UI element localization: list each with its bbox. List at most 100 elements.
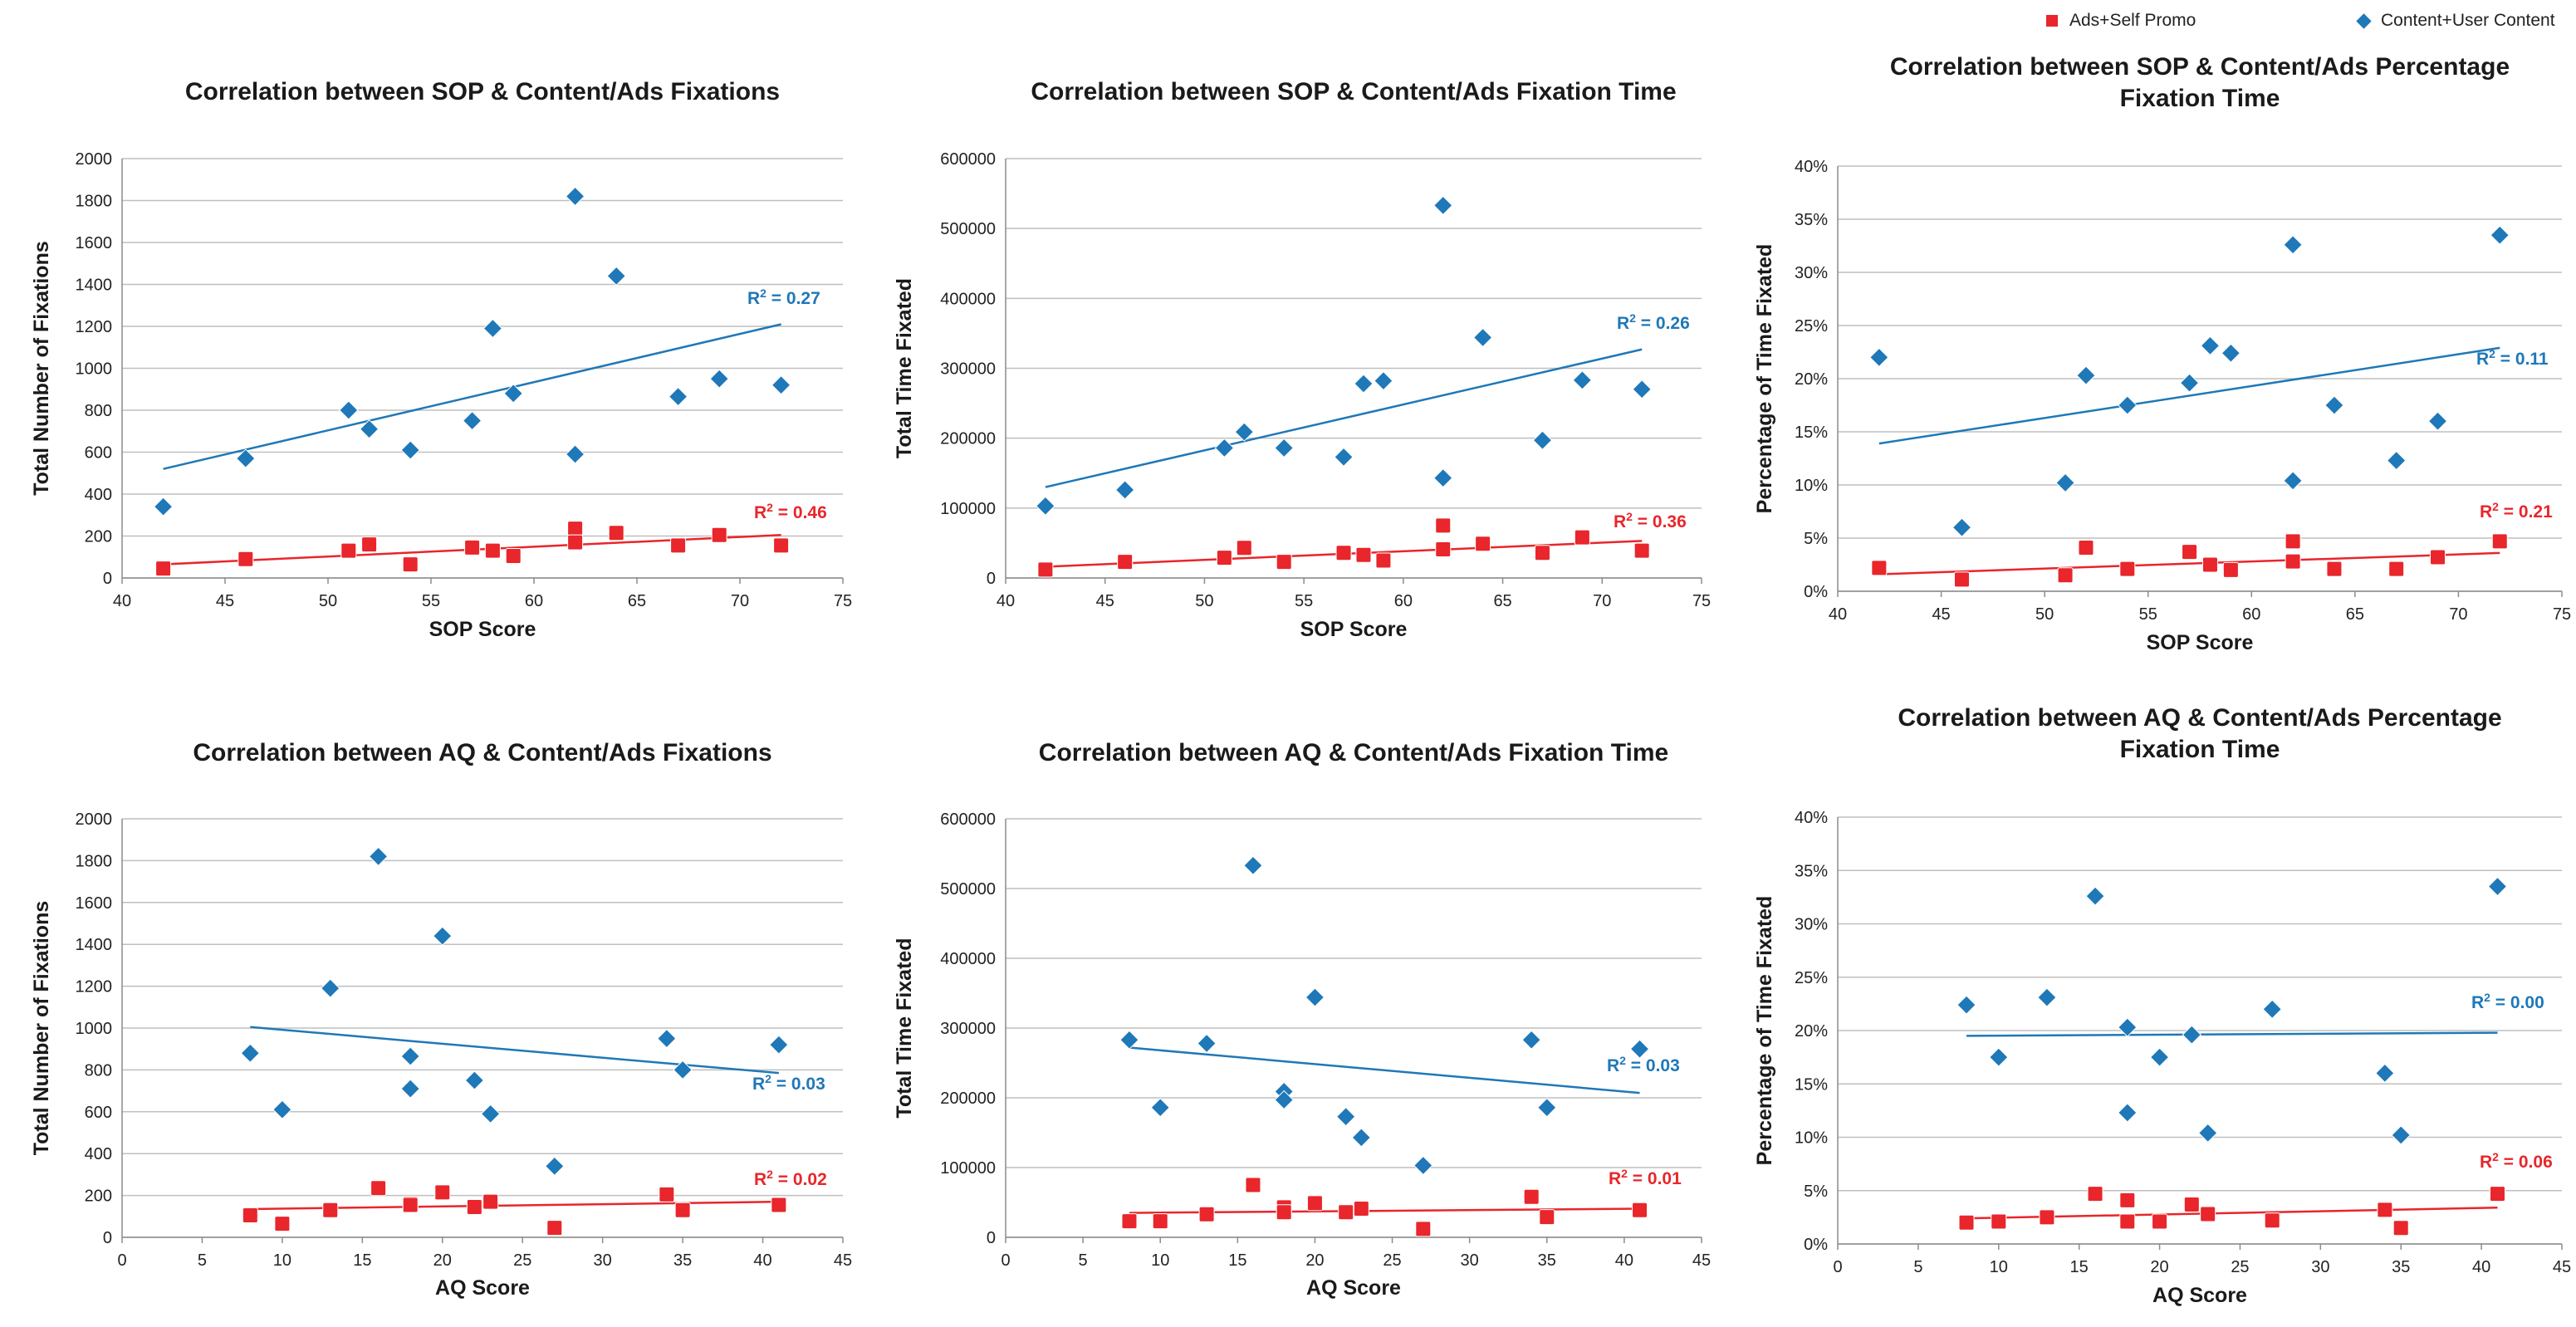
ads-point <box>322 1202 339 1218</box>
ads-point <box>2119 1192 2136 1208</box>
content-point <box>1036 496 1055 517</box>
content-trendline <box>1045 348 1643 488</box>
x-tick-label: 70 <box>2449 605 2467 624</box>
ads-point <box>482 1193 499 1210</box>
chart-6: Correlation between AQ & Content/Ads Per… <box>1753 704 2571 1307</box>
ads-point <box>567 521 584 537</box>
y-axis-label: Total Time Fixated <box>893 938 916 1118</box>
x-tick-label: 5 <box>1913 1258 1922 1276</box>
content-point <box>2182 1025 2202 1045</box>
ads-point <box>2491 533 2508 550</box>
content-point <box>2118 395 2138 415</box>
content-point <box>2076 365 2096 385</box>
content-point <box>668 386 688 407</box>
ads-point <box>340 542 357 559</box>
x-tick-label: 20 <box>433 1251 452 1270</box>
chart-title: Correlation between SOP & Content/Ads Fi… <box>1031 78 1676 105</box>
chart-3: Correlation between SOP & Content/Ads Pe… <box>1753 53 2571 654</box>
content-r2-label: R2 = 0.11 <box>2476 347 2549 369</box>
y-tick-label: 40% <box>1795 809 1828 827</box>
content-point <box>400 1046 420 1066</box>
x-tick-label: 20 <box>2150 1258 2168 1276</box>
y-tick-label: 500000 <box>940 220 996 238</box>
y-tick-label: 800 <box>85 1061 112 1080</box>
content-point <box>1433 468 1453 488</box>
x-tick-label: 70 <box>731 592 749 610</box>
content-point <box>1274 1090 1294 1110</box>
content-point <box>2375 1063 2395 1084</box>
y-tick-label: 600000 <box>940 810 996 829</box>
ads-point <box>1633 542 1650 559</box>
chart-title: Correlation between SOP & Content/Ads Pe… <box>1890 53 2510 81</box>
y-tick-label: 500000 <box>940 880 996 899</box>
x-tick-label: 15 <box>2070 1258 2089 1276</box>
content-point <box>565 186 585 207</box>
ads-point <box>773 537 790 554</box>
y-axis-label: Percentage of Time Fixated <box>1753 896 1776 1166</box>
content-point <box>771 375 791 395</box>
ads-point <box>546 1220 563 1236</box>
content-point <box>1537 1098 1557 1118</box>
content-point <box>1572 370 1593 390</box>
ads-point <box>1632 1202 1648 1218</box>
ads-point <box>2183 1196 2200 1212</box>
ads-point <box>402 1197 419 1213</box>
content-point <box>1521 1030 1541 1050</box>
content-point <box>2324 395 2344 415</box>
content-point <box>1869 347 1889 368</box>
x-tick-label: 25 <box>2231 1258 2249 1276</box>
ads-r2-label: R2 = 0.21 <box>2480 500 2553 521</box>
content-trendline <box>163 323 781 470</box>
y-tick-label: 10% <box>1795 1129 1828 1148</box>
ads-point <box>464 539 481 556</box>
y-tick-label: 2000 <box>76 150 113 169</box>
y-tick-label: 1600 <box>76 894 113 913</box>
y-tick-label: 1800 <box>76 193 113 211</box>
y-tick-label: 35% <box>1795 211 1828 229</box>
ads-point <box>402 556 419 573</box>
x-tick-label: 35 <box>1538 1251 1556 1270</box>
content-point <box>545 1156 565 1177</box>
x-tick-label: 55 <box>1295 592 1313 610</box>
x-tick-label: 75 <box>834 592 852 610</box>
ads-point <box>1245 1177 1261 1193</box>
ads-point <box>2057 567 2074 584</box>
ads-point <box>2222 561 2239 578</box>
chart-4: Correlation between AQ & Content/Ads Fix… <box>30 739 852 1300</box>
x-tick-label: 65 <box>1493 592 1511 610</box>
ads-point <box>2201 556 2218 573</box>
x-tick-label: 15 <box>353 1251 371 1270</box>
x-tick-label: 30 <box>1461 1251 1479 1270</box>
content-point <box>1413 1155 1433 1176</box>
y-tick-label: 1200 <box>76 978 113 996</box>
content-point <box>1351 1128 1372 1148</box>
content-point <box>240 1043 261 1063</box>
ads-point <box>659 1186 675 1202</box>
chart-title: Fixation Time <box>2120 736 2280 763</box>
y-tick-label: 0 <box>987 570 996 588</box>
y-tick-label: 100000 <box>940 1159 996 1178</box>
content-point <box>657 1028 677 1049</box>
y-tick-label: 0 <box>987 1229 996 1247</box>
content-r2-label: R2 = 0.03 <box>1607 1054 1680 1075</box>
content-r2-label: R2 = 0.27 <box>747 286 820 308</box>
y-tick-label: 0% <box>1804 583 1828 601</box>
x-tick-label: 65 <box>2346 605 2364 624</box>
ads-point <box>1037 561 1054 578</box>
x-tick-label: 45 <box>1692 1251 1711 1270</box>
ads-point <box>361 536 378 553</box>
content-point <box>1274 438 1294 458</box>
ads-point <box>2119 1213 2136 1230</box>
content-point <box>272 1099 292 1119</box>
x-tick-label: 45 <box>2553 1258 2571 1276</box>
content-point <box>2200 335 2221 356</box>
y-tick-label: 25% <box>1795 969 1828 987</box>
x-tick-label: 0 <box>1833 1258 1842 1276</box>
ads-point <box>2489 1186 2505 1202</box>
y-tick-label: 30% <box>1795 916 1828 934</box>
x-tick-label: 40 <box>113 592 131 610</box>
ads-point <box>1276 554 1292 570</box>
content-point <box>1214 438 1235 458</box>
content-point <box>480 1104 501 1124</box>
ads-trendline <box>250 1200 779 1211</box>
